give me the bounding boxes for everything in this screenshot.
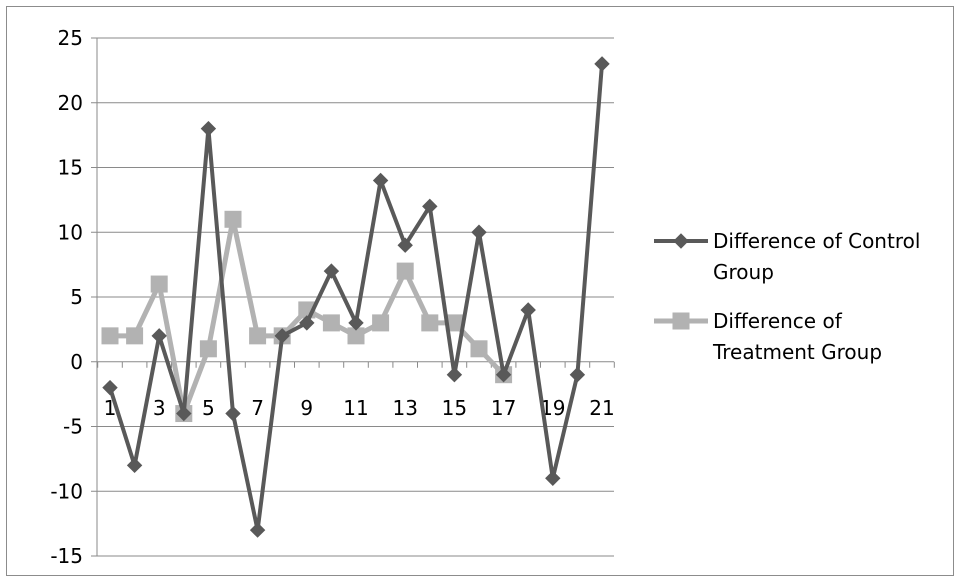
y-tick-label: 10 <box>58 220 83 244</box>
legend-item-control: Difference of Control Group <box>654 229 920 284</box>
square-marker <box>199 340 217 358</box>
diamond-marker <box>594 56 610 72</box>
legend-label: Treatment Group <box>712 340 882 364</box>
y-tick-label: 0 <box>70 350 83 374</box>
square-marker <box>101 327 119 345</box>
diamond-marker <box>673 233 689 249</box>
y-tick-label: 20 <box>58 91 83 115</box>
diamond-marker <box>520 302 536 318</box>
x-tick-label: 21 <box>589 396 614 420</box>
diamond-marker <box>323 263 340 279</box>
y-tick-label: 5 <box>70 285 83 309</box>
gridlines <box>91 37 614 557</box>
diamond-marker <box>397 237 413 253</box>
diamond-marker <box>225 405 241 422</box>
series-treatment <box>101 210 513 423</box>
x-tick-label: 3 <box>153 396 166 420</box>
square-marker <box>126 327 144 345</box>
diamond-marker <box>102 379 118 396</box>
diamond-marker <box>372 172 389 189</box>
diamond-marker <box>545 470 561 487</box>
diamond-marker <box>348 315 364 331</box>
diamond-marker <box>274 328 290 344</box>
series-control <box>102 56 610 538</box>
x-tick-label: 7 <box>251 396 264 420</box>
y-tick-label: 25 <box>58 26 83 50</box>
legend-label: Difference of Control <box>713 229 920 253</box>
y-tick-label: -5 <box>63 415 83 439</box>
diamond-marker <box>151 328 167 344</box>
y-tick-label: -15 <box>50 544 83 568</box>
series-group <box>101 56 610 538</box>
square-marker <box>372 314 390 332</box>
square-marker <box>470 340 488 358</box>
diamond-marker <box>249 522 266 538</box>
square-marker <box>322 314 340 332</box>
square-marker <box>224 210 242 228</box>
x-tick-label: 17 <box>491 396 516 420</box>
square-marker <box>672 312 690 330</box>
diamond-marker <box>299 315 315 331</box>
x-tick-label: 15 <box>442 396 467 420</box>
diamond-marker <box>126 457 143 474</box>
diamond-marker <box>176 405 192 422</box>
square-marker <box>150 275 168 293</box>
x-tick-label: 11 <box>343 396 368 420</box>
x-tick-labels: 1 3 5 7 9 11 13 15 17 19 21 <box>104 396 615 420</box>
square-marker <box>249 327 267 345</box>
x-tick-label: 13 <box>392 396 417 420</box>
diamond-marker <box>495 366 512 383</box>
x-tick-label: 5 <box>202 396 215 420</box>
diamond-marker <box>471 224 487 240</box>
y-tick-label: -10 <box>50 479 83 503</box>
square-marker <box>396 262 414 280</box>
x-tick-label: 9 <box>300 396 313 420</box>
diamond-marker <box>446 366 463 383</box>
legend-item-treatment: Difference of Treatment Group <box>654 309 882 364</box>
y-tick-label: 15 <box>58 156 83 180</box>
legend-label: Group <box>713 260 774 284</box>
y-tick-labels: -15 -10 -5 0 5 10 15 20 25 <box>50 26 83 568</box>
diamond-marker <box>200 120 217 137</box>
diamond-marker <box>569 366 586 383</box>
legend: Difference of Control Group Difference of T… <box>654 229 920 364</box>
diamond-marker <box>422 198 438 215</box>
legend-label: Difference of <box>713 309 843 333</box>
square-marker <box>421 314 439 332</box>
